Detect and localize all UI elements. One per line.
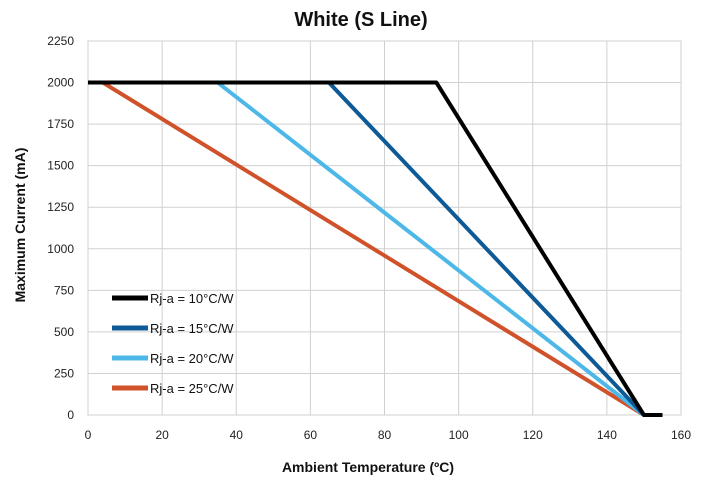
legend: Rj-a = 10°C/W Rj-a = 15°C/W Rj-a = 20°C/W R… (112, 291, 234, 396)
y-tick-label: 750 (54, 283, 74, 297)
legend-label: Rj-a = 20°C/W (150, 351, 234, 366)
y-tick-label: 2000 (47, 76, 74, 90)
x-tick-label: 0 (85, 428, 92, 442)
y-tick-label: 1750 (47, 117, 74, 131)
x-tick-label: 120 (523, 428, 543, 442)
x-tick-label: 100 (449, 428, 469, 442)
legend-label: Rj-a = 25°C/W (150, 381, 234, 396)
tick-labels: 0 20 40 60 80 100 120 140 160 0 250 500 750 1000 1250 1… (47, 34, 691, 442)
y-tick-label: 250 (54, 366, 74, 380)
x-tick-label: 40 (230, 428, 244, 442)
series-line (88, 80, 663, 417)
x-axis-title: Ambient Temperature (ºC) (282, 459, 454, 475)
x-tick-label: 60 (304, 428, 318, 442)
x-tick-label: 140 (597, 428, 617, 442)
x-tick-label: 20 (155, 428, 169, 442)
y-axis-title: Maximum Current (mA) (12, 148, 28, 303)
y-tick-label: 2250 (47, 34, 74, 48)
grid-lines (87, 40, 682, 416)
x-tick-label: 160 (671, 428, 691, 442)
chart-title: White (S Line) (294, 9, 427, 31)
y-tick-label: 1250 (47, 200, 74, 214)
y-tick-label: 1500 (47, 159, 74, 173)
legend-label: Rj-a = 15°C/W (150, 321, 234, 336)
x-tick-label: 80 (378, 428, 392, 442)
y-tick-label: 0 (67, 408, 74, 422)
legend-label: Rj-a = 10°C/W (150, 291, 234, 306)
y-tick-label: 1000 (47, 242, 74, 256)
y-tick-label: 500 (54, 325, 74, 339)
series-lines (88, 80, 663, 417)
